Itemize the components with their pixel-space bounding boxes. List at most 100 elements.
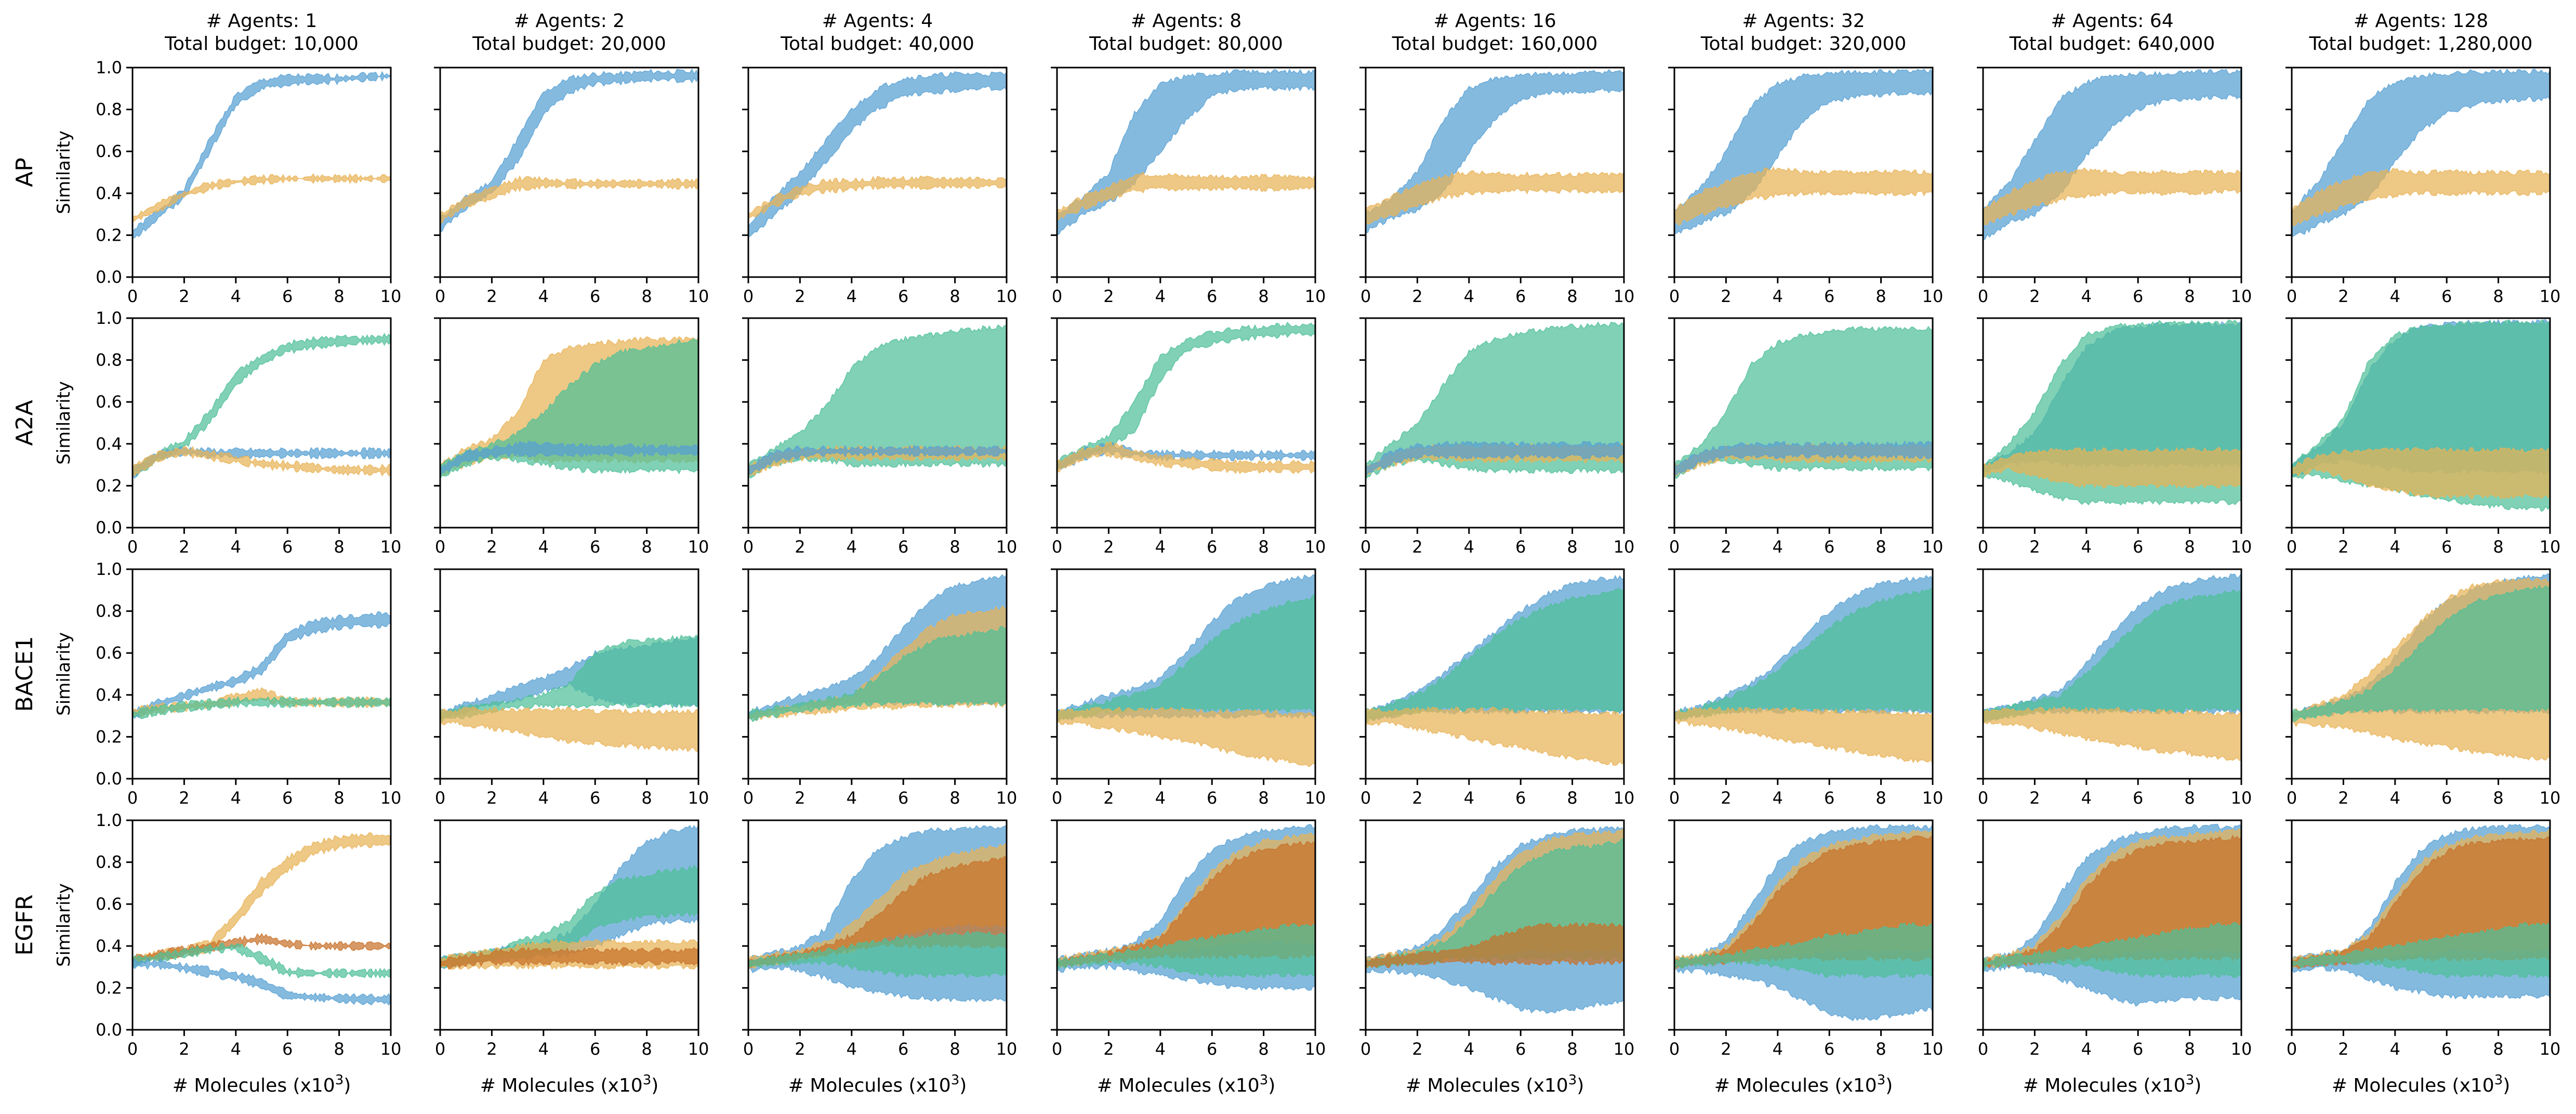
x-axis-label: # Molecules (x103): [1714, 1072, 1893, 1096]
x-tick-label: 2: [2029, 788, 2040, 808]
x-tick-label: 0: [127, 286, 138, 306]
y-axis-label: Similarity: [54, 130, 74, 214]
x-tick-label: 8: [1567, 286, 1577, 306]
x-axis-label-exponent: 3: [1877, 1072, 1886, 1088]
x-tick-label: 0: [1669, 788, 1680, 808]
axes-frame: [747, 67, 1008, 278]
y-tick-label: 0.4: [96, 685, 122, 705]
x-tick-label: 4: [1464, 537, 1474, 557]
x-tick-label: 10: [2540, 537, 2561, 557]
x-tick-label: 10: [380, 286, 402, 306]
x-tick-label: 8: [1258, 286, 1269, 306]
axes-frame: [1365, 568, 1625, 780]
x-axis-label-exponent: 3: [951, 1072, 960, 1088]
x-tick-label: 10: [380, 537, 402, 557]
x-axis-label-text: # Molecules (x10: [1406, 1075, 1568, 1096]
x-tick-label: 0: [1669, 1039, 1680, 1059]
y-tick-label: 1.0: [96, 559, 122, 579]
x-tick-label: 2: [486, 1039, 497, 1059]
x-tick-label: 4: [231, 1039, 241, 1059]
axes-frame: [1056, 568, 1316, 780]
x-tick-label: 4: [2390, 286, 2400, 306]
axes-frame: [2291, 568, 2551, 780]
x-tick-label: 8: [334, 537, 344, 557]
x-tick-label: 8: [1875, 537, 1886, 557]
x-tick-label: 8: [949, 537, 960, 557]
x-tick-label: 10: [380, 1039, 402, 1059]
x-tick-label: 6: [590, 788, 600, 808]
x-tick-label: 8: [2493, 286, 2503, 306]
x-tick-label: 8: [2184, 286, 2195, 306]
x-axis-label: # Molecules (x103): [1097, 1072, 1276, 1096]
x-tick-label: 2: [1721, 1039, 1731, 1059]
panel-AP-1: 0 2 4 6 8 10 0.0 0.2 0.4 0.6 0.8 1.0 # Agents: 1Tota…: [11, 10, 401, 306]
x-tick-label: 0: [1978, 1039, 1988, 1059]
x-tick-label: 6: [1207, 286, 1217, 306]
x-tick-label: 10: [996, 537, 1018, 557]
x-tick-label: 8: [2184, 537, 2195, 557]
x-tick-label: 8: [2184, 788, 2195, 808]
x-tick-label: 4: [1155, 788, 1166, 808]
column-title-budget: Total budget: 320,000: [1700, 33, 1907, 55]
x-tick-label: 10: [2231, 788, 2252, 808]
x-tick-label: 8: [1875, 286, 1886, 306]
column-title-agents: # Agents: 1: [206, 10, 317, 32]
axes-frame: [131, 568, 392, 780]
x-tick-label: 10: [2540, 1039, 2561, 1059]
x-tick-label: 2: [1721, 286, 1731, 306]
panel-BACE1-3: 0 2 4 6 8 10: [742, 568, 1017, 808]
x-axis-label: # Molecules (x103): [173, 1072, 351, 1096]
x-tick-label: 0: [743, 537, 754, 557]
x-tick-label: 10: [1614, 1039, 1635, 1059]
x-tick-label: 2: [179, 286, 189, 306]
y-tick-label: 0.0: [96, 1020, 122, 1040]
x-axis-label-exponent: 3: [335, 1072, 344, 1088]
axes-frame: [1673, 67, 1934, 278]
x-tick-label: 8: [1567, 1039, 1577, 1059]
y-tick-label: 0.2: [96, 476, 122, 495]
x-tick-label: 2: [1103, 1039, 1114, 1059]
axes-frame: [1056, 819, 1316, 1031]
x-axis-label-close: ): [2194, 1075, 2201, 1096]
x-tick-label: 6: [1515, 286, 1526, 306]
column-title-budget: Total budget: 160,000: [1392, 33, 1598, 55]
panel-A2A-1: 0 2 4 6 8 10 0.0 0.2 0.4 0.6 0.8 1.0 A2A Similarity: [11, 308, 401, 557]
column-title-agents: # Agents: 4: [822, 10, 933, 32]
x-tick-label: 4: [1464, 286, 1474, 306]
x-tick-label: 2: [2338, 1039, 2348, 1059]
x-tick-label: 0: [1669, 537, 1680, 557]
axes-frame: [1365, 819, 1625, 1031]
y-tick-label: 0.6: [96, 141, 122, 161]
x-tick-label: 8: [2493, 537, 2503, 557]
x-axis-label: # Molecules (x103): [2023, 1072, 2202, 1096]
axes-frame: [439, 819, 699, 1031]
x-tick-label: 4: [2390, 788, 2400, 808]
x-tick-label: 6: [2441, 537, 2452, 557]
x-axis-label-close: ): [1577, 1075, 1584, 1096]
x-tick-label: 4: [2081, 1039, 2092, 1059]
panel-A2A-5: 0 2 4 6 8 10: [1359, 317, 1634, 557]
axes-frame: [1673, 317, 1934, 529]
x-tick-label: 10: [380, 788, 402, 808]
x-axis-label-exponent: 3: [2494, 1072, 2503, 1088]
x-tick-label: 6: [2133, 788, 2143, 808]
x-tick-label: 4: [1155, 537, 1166, 557]
x-axis-label-text: # Molecules (x10: [2332, 1075, 2494, 1096]
axes-frame: [1673, 819, 1934, 1031]
x-axis-label-close: ): [1268, 1075, 1275, 1096]
panel-EGFR-4: 0 2 4 6 8 10 # Molecules (x103): [1051, 819, 1326, 1096]
panel-EGFR-5: 0 2 4 6 8 10 # Molecules (x103): [1359, 819, 1635, 1096]
axes-frame: [1982, 317, 2242, 529]
x-tick-label: 6: [1207, 788, 1217, 808]
column-title-agents: # Agents: 2: [514, 10, 625, 32]
x-tick-label: 8: [1875, 788, 1886, 808]
x-tick-label: 4: [1464, 788, 1474, 808]
x-tick-label: 8: [949, 286, 960, 306]
x-tick-label: 6: [898, 537, 908, 557]
panel-BACE1-7: 0 2 4 6 8 10: [1977, 568, 2252, 808]
panel-BACE1-5: 0 2 4 6 8 10: [1359, 568, 1634, 808]
x-tick-label: 2: [2029, 1039, 2040, 1059]
